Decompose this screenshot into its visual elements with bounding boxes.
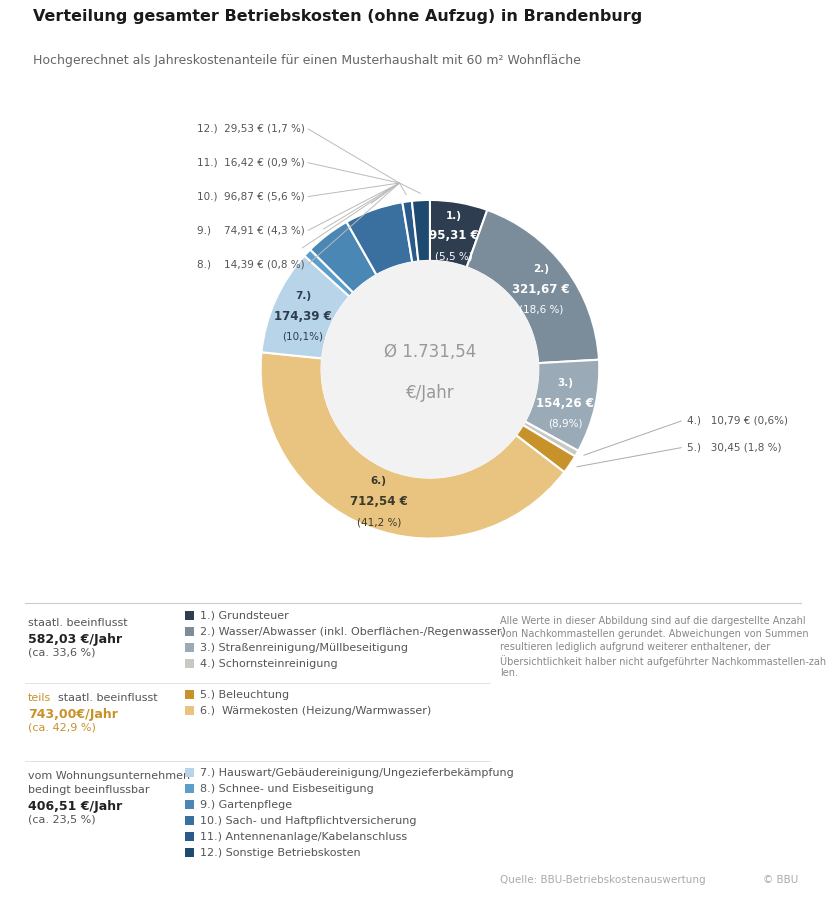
Text: len.: len. (500, 668, 518, 678)
Text: 6.): 6.) (371, 476, 387, 486)
Text: staatl. beeinflusst: staatl. beeinflusst (58, 693, 158, 703)
Bar (185, 785, 194, 794)
Text: © BBU: © BBU (762, 875, 798, 885)
Text: 321,67 €: 321,67 € (512, 283, 570, 296)
Text: 6.)  Wärmekosten (Heizung/Warmwasser): 6.) Wärmekosten (Heizung/Warmwasser) (200, 706, 431, 716)
Bar (185, 800, 194, 809)
Wedge shape (525, 360, 599, 450)
Text: €/Jahr: €/Jahr (406, 384, 454, 402)
Text: 2.) Wasser/Abwasser (inkl. Oberflächen-/Regenwasser): 2.) Wasser/Abwasser (inkl. Oberflächen-/… (200, 627, 506, 636)
Text: 5.) Beleuchtung: 5.) Beleuchtung (200, 690, 289, 700)
Wedge shape (430, 200, 487, 267)
Text: 8.) Schnee- und Eisbeseitigung: 8.) Schnee- und Eisbeseitigung (200, 784, 373, 794)
Text: 10.) Sach- und Haftpflichtversicherung: 10.) Sach- und Haftpflichtversicherung (200, 816, 416, 826)
Text: 154,26 €: 154,26 € (536, 396, 594, 410)
Text: 4.) Schornsteinreinigung: 4.) Schornsteinreinigung (200, 659, 338, 669)
Text: (41,2 %): (41,2 %) (357, 517, 401, 527)
Wedge shape (412, 200, 430, 262)
Text: (18,6 %): (18,6 %) (519, 305, 563, 315)
Wedge shape (402, 200, 419, 263)
Text: Übersichtlichkeit halber nicht aufgeführter Nachkommastellen-zah-: Übersichtlichkeit halber nicht aufgeführ… (500, 654, 826, 667)
Text: Alle Werte in dieser Abbildung sind auf die dargestellte Anzahl: Alle Werte in dieser Abbildung sind auf … (500, 616, 805, 626)
Bar (185, 832, 194, 841)
Text: 3.) Straßenreinigung/Müllbeseitigung: 3.) Straßenreinigung/Müllbeseitigung (200, 643, 408, 653)
Bar (185, 816, 194, 825)
Wedge shape (262, 255, 349, 359)
Text: 406,51 €/Jahr: 406,51 €/Jahr (28, 800, 122, 813)
Text: 10.)  96,87 € (5,6 %): 10.) 96,87 € (5,6 %) (197, 191, 305, 201)
Text: 1.) Grundsteuer: 1.) Grundsteuer (200, 610, 289, 621)
Text: 2.): 2.) (534, 264, 549, 274)
Text: (5,5 %): (5,5 %) (435, 251, 472, 262)
Text: (8,9%): (8,9%) (548, 419, 582, 429)
Text: 4.)   10,79 € (0,6%): 4.) 10,79 € (0,6%) (687, 415, 788, 425)
Wedge shape (523, 422, 578, 457)
Wedge shape (311, 222, 377, 293)
Bar (185, 611, 194, 620)
Text: 1.): 1.) (446, 210, 462, 220)
Text: (10,1%): (10,1%) (282, 332, 324, 342)
Text: 95,31 €: 95,31 € (429, 229, 478, 243)
Text: Verteilung gesamter Betriebskosten (ohne Aufzug) in Brandenburg: Verteilung gesamter Betriebskosten (ohne… (33, 9, 643, 24)
Bar (185, 707, 194, 716)
Text: vom Wohnungsunternehmen: vom Wohnungsunternehmen (28, 771, 190, 781)
Text: 11.)  16,42 € (0,9 %): 11.) 16,42 € (0,9 %) (197, 157, 305, 168)
Bar (185, 690, 194, 699)
Text: 582,03 €/Jahr: 582,03 €/Jahr (28, 633, 122, 645)
Text: teils: teils (28, 693, 51, 703)
Bar (185, 849, 194, 858)
Wedge shape (304, 250, 354, 297)
Wedge shape (261, 352, 564, 539)
Text: von Nachkommastellen gerundet. Abweichungen von Summen: von Nachkommastellen gerundet. Abweichun… (500, 629, 809, 639)
Text: 3.): 3.) (558, 378, 573, 388)
Text: (ca. 33,6 %): (ca. 33,6 %) (28, 648, 96, 658)
Text: Ø 1.731,54: Ø 1.731,54 (384, 343, 476, 361)
Bar (185, 628, 194, 636)
Text: 7.): 7.) (295, 291, 311, 301)
Bar (185, 644, 194, 653)
Circle shape (321, 261, 539, 477)
Text: Hochgerechnet als Jahreskostenanteile für einen Musterhaushalt mit 60 m² Wohnflä: Hochgerechnet als Jahreskostenanteile fü… (33, 54, 581, 67)
Wedge shape (467, 210, 599, 363)
Wedge shape (516, 425, 575, 472)
Text: 9.) Gartenpflege: 9.) Gartenpflege (200, 800, 292, 810)
Text: 174,39 €: 174,39 € (274, 310, 332, 323)
Text: resultieren lediglich aufgrund weiterer enthaltener, der: resultieren lediglich aufgrund weiterer … (500, 642, 771, 652)
Text: 11.) Antennenanlage/Kabelanschluss: 11.) Antennenanlage/Kabelanschluss (200, 832, 407, 842)
Text: Quelle: BBU-Betriebskostenauswertung: Quelle: BBU-Betriebskostenauswertung (500, 875, 705, 885)
Text: (ca. 23,5 %): (ca. 23,5 %) (28, 815, 96, 825)
Text: bedingt beeinflussbar: bedingt beeinflussbar (28, 785, 150, 795)
Text: 5.)   30,45 (1,8 %): 5.) 30,45 (1,8 %) (687, 442, 781, 452)
Text: 8.)    14,39 € (0,8 %): 8.) 14,39 € (0,8 %) (197, 259, 305, 270)
Text: 743,00€/Jahr: 743,00€/Jahr (28, 708, 118, 721)
Text: staatl. beeinflusst: staatl. beeinflusst (28, 618, 128, 628)
Bar (185, 659, 194, 668)
Text: 9.)    74,91 € (4,3 %): 9.) 74,91 € (4,3 %) (197, 226, 305, 236)
Bar (185, 769, 194, 778)
Text: 12.)  29,53 € (1,7 %): 12.) 29,53 € (1,7 %) (197, 124, 305, 134)
Text: 12.) Sonstige Betriebskosten: 12.) Sonstige Betriebskosten (200, 848, 361, 858)
Text: 712,54 €: 712,54 € (350, 495, 408, 508)
Wedge shape (346, 202, 412, 275)
Text: (ca. 42,9 %): (ca. 42,9 %) (28, 723, 96, 733)
Text: 7.) Hauswart/Gebäudereinigung/Ungezieferbekämpfung: 7.) Hauswart/Gebäudereinigung/Ungeziefer… (200, 768, 514, 778)
